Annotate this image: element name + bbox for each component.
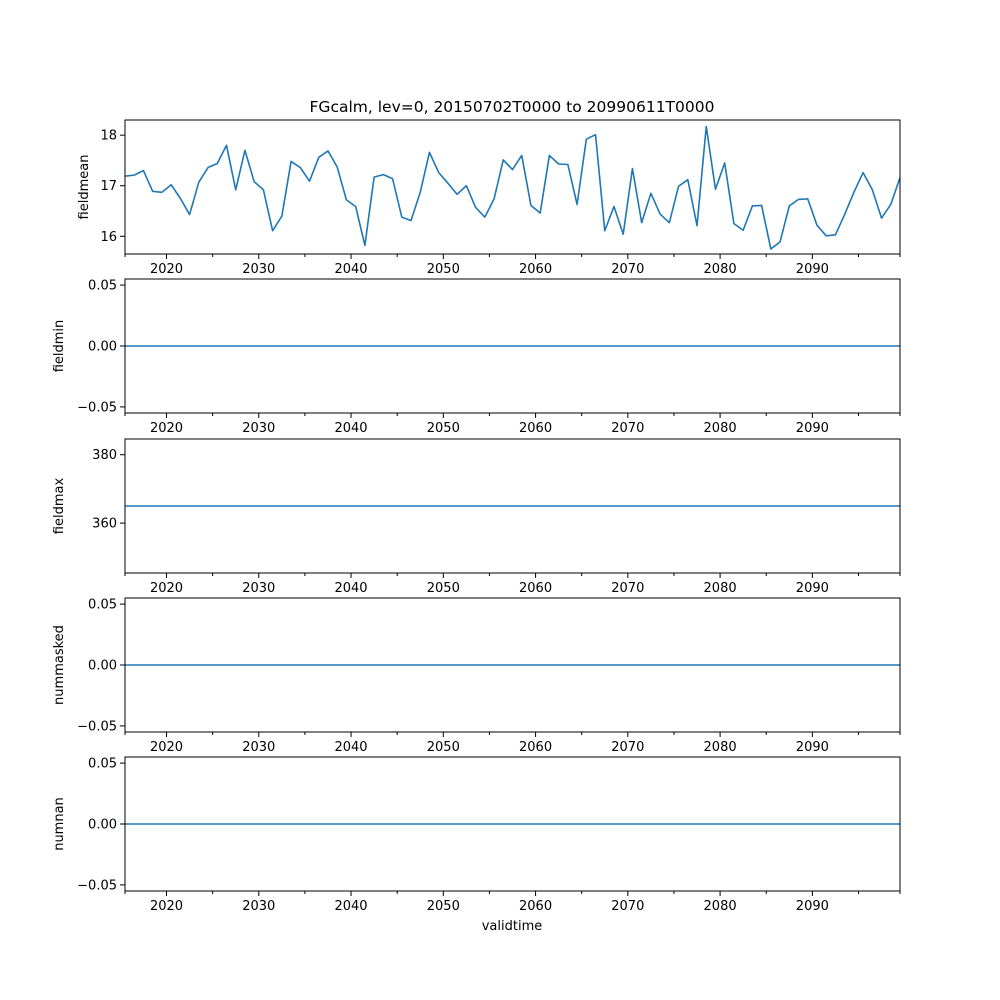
y-tick-label: 380: [92, 448, 117, 463]
x-tick-label: 2090: [796, 899, 829, 914]
x-tick-label: 2020: [150, 421, 183, 436]
y-tick-label: 0.00: [88, 340, 117, 355]
x-tick-label: 2090: [796, 581, 829, 596]
x-tick-label: 2060: [519, 740, 552, 755]
x-tick-label: 2040: [334, 581, 367, 596]
x-tick-label: 2070: [611, 262, 644, 277]
x-tick-label: 2040: [334, 899, 367, 914]
x-tick-label: 2080: [704, 262, 737, 277]
x-tick-label: 2060: [519, 899, 552, 914]
x-tick-label: 2070: [611, 740, 644, 755]
x-tick-label: 2020: [150, 581, 183, 596]
y-tick-label: 17: [100, 179, 117, 194]
x-tick-label: 2080: [704, 899, 737, 914]
x-tick-label: 2060: [519, 581, 552, 596]
subplot-fieldmin: 2020 2030 2040 2050 2060 2070 2080 2090 −0.05 0.0…: [52, 278, 901, 436]
x-tick-label: 2030: [242, 740, 275, 755]
subplot-nummasked: 2020 2030 2040 2050 2060 2070 2080 2090 −0.05 0.0…: [52, 597, 901, 755]
x-tick-label: 2020: [150, 899, 183, 914]
x-tick-label: 2070: [611, 581, 644, 596]
series-line-fieldmean: [124, 125, 901, 250]
y-tick-label: 0.00: [88, 818, 117, 833]
y-tick-label: 18: [100, 129, 117, 144]
subplots: 2020 2030 2040 2050 2060 2070 2080 2090 16 17 18 fi…: [52, 119, 901, 914]
x-tick-label: 2040: [334, 421, 367, 436]
x-tick-label: 2060: [519, 421, 552, 436]
y-tick-label: 0.05: [88, 279, 117, 294]
x-tick-label: 2030: [242, 262, 275, 277]
x-tick-label: 2020: [150, 262, 183, 277]
x-tick-label: 2050: [427, 262, 460, 277]
x-tick-label: 2050: [427, 421, 460, 436]
subplot-fieldmax: 2020 2030 2040 2050 2060 2070 2080 2090 360 380 fi…: [52, 438, 901, 596]
y-tick-label: 360: [92, 517, 117, 532]
subplot-numnan: 2020 2030 2040 2050 2060 2070 2080 2090 −0.05 0.0…: [52, 756, 901, 914]
y-tick-label: −0.05: [77, 878, 117, 893]
y-tick-label: 0.05: [88, 598, 117, 613]
x-axis-label: validtime: [482, 919, 543, 934]
x-tick-label: 2090: [796, 740, 829, 755]
x-tick-label: 2020: [150, 740, 183, 755]
y-tick-label: 0.00: [88, 659, 117, 674]
x-tick-label: 2040: [334, 740, 367, 755]
y-axis-label-fieldmax: fieldmax: [52, 478, 67, 535]
axes-frame: [124, 119, 901, 255]
axes-frame: [124, 438, 901, 574]
x-tick-label: 2080: [704, 581, 737, 596]
x-tick-label: 2050: [427, 581, 460, 596]
x-tick-label: 2060: [519, 262, 552, 277]
x-tick-label: 2030: [242, 421, 275, 436]
x-tick-label: 2040: [334, 262, 367, 277]
x-tick-label: 2070: [611, 421, 644, 436]
chart-title: FGcalm, lev=0, 20150702T0000 to 20990611…: [310, 98, 715, 116]
x-tick-label: 2030: [242, 899, 275, 914]
x-tick-label: 2090: [796, 262, 829, 277]
y-axis-label-fieldmean: fieldmean: [77, 155, 92, 220]
x-tick-label: 2080: [704, 740, 737, 755]
y-tick-label: 16: [100, 230, 117, 245]
subplot-fieldmean: 2020 2030 2040 2050 2060 2070 2080 2090 16 17 18 fi…: [77, 119, 901, 277]
y-axis-label-nummasked: nummasked: [52, 625, 67, 705]
x-tick-label: 2090: [796, 421, 829, 436]
y-tick-label: −0.05: [77, 400, 117, 415]
x-tick-label: 2050: [427, 740, 460, 755]
y-axis-label-numnan: numnan: [52, 797, 67, 851]
x-tick-label: 2070: [611, 899, 644, 914]
x-tick-label: 2030: [242, 581, 275, 596]
x-tick-label: 2080: [704, 421, 737, 436]
y-axis-label-fieldmin: fieldmin: [52, 320, 67, 373]
y-tick-label: 0.05: [88, 757, 117, 772]
y-tick-label: −0.05: [77, 719, 117, 734]
x-tick-label: 2050: [427, 899, 460, 914]
